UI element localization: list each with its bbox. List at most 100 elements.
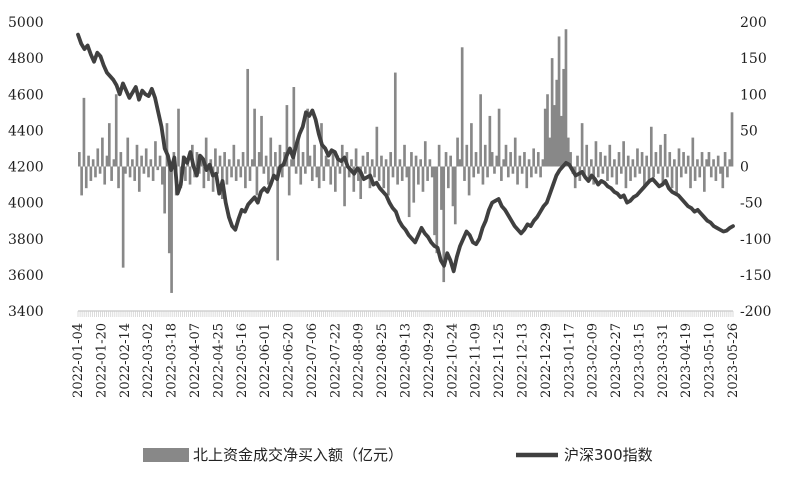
bar: [594, 141, 598, 167]
bar: [626, 155, 630, 167]
bar: [679, 166, 683, 178]
bar: [643, 166, 646, 189]
bar: [423, 141, 427, 167]
bar: [546, 94, 549, 167]
bar: [389, 152, 393, 167]
bar: [606, 166, 609, 181]
bar: [140, 155, 143, 167]
x-tick-label: 2022-12-13: [515, 323, 530, 398]
bar: [227, 159, 231, 167]
bar: [513, 137, 517, 167]
x-tick-label: 2022-12-29: [539, 323, 554, 398]
bar: [534, 166, 538, 174]
bar: [412, 166, 416, 203]
bar: [682, 152, 685, 167]
bar: [370, 159, 374, 167]
bar: [670, 166, 674, 189]
bar: [135, 144, 139, 167]
bar: [96, 148, 100, 167]
bar: [165, 123, 169, 167]
right-tick-label: 150: [740, 51, 767, 67]
bar: [728, 159, 732, 167]
bar: [297, 137, 300, 167]
bar: [184, 166, 187, 181]
bar: [474, 152, 478, 167]
bar: [652, 166, 655, 178]
bar: [447, 166, 450, 189]
bar: [532, 148, 536, 167]
bar: [276, 166, 280, 261]
bar: [472, 166, 476, 178]
bar: [239, 166, 243, 178]
bar: [156, 166, 160, 171]
bar: [414, 155, 418, 167]
bar: [721, 166, 725, 189]
bar: [410, 152, 413, 167]
bar: [719, 166, 722, 174]
bar: [550, 58, 554, 167]
bar: [287, 166, 291, 196]
bar: [202, 166, 206, 189]
bar: [398, 159, 402, 167]
bar: [516, 166, 519, 185]
bar: [663, 133, 667, 167]
bar: [649, 126, 653, 167]
x-tick-label: 2022-01-20: [94, 323, 109, 398]
bar: [241, 152, 245, 167]
bar: [280, 166, 284, 178]
bar: [262, 166, 266, 174]
bar: [518, 155, 522, 167]
x-tick-label: 2023-02-27: [609, 323, 624, 398]
bar: [481, 166, 485, 185]
bar: [668, 152, 672, 167]
bar: [78, 152, 81, 167]
bar: [707, 152, 711, 167]
bar: [131, 159, 134, 167]
bar: [366, 152, 369, 167]
bar: [504, 144, 508, 167]
x-tick-label: 2022-03-02: [141, 323, 156, 398]
bar: [107, 123, 111, 167]
bar: [396, 166, 399, 185]
bar: [723, 152, 727, 167]
bar: [675, 166, 678, 196]
left-tick-label: 4000: [8, 196, 44, 212]
bar: [453, 166, 457, 225]
bar: [299, 166, 303, 185]
bar: [82, 97, 86, 167]
bar: [405, 166, 409, 178]
x-tick-label: 2023-03-31: [656, 323, 671, 398]
bar: [216, 166, 220, 174]
bar: [560, 115, 563, 167]
left-tick-label: 4200: [8, 160, 44, 176]
bar: [421, 166, 425, 192]
bar: [714, 166, 718, 181]
right-tick-label: 200: [740, 15, 767, 31]
bar: [442, 166, 446, 283]
bar: [244, 166, 247, 189]
x-tick-labels: 2022-01-04 2022-01-20 2022-02-14 2022-03-02…: [71, 323, 741, 398]
x-tick-label: 2022-10-24: [445, 323, 460, 398]
bar: [80, 166, 83, 196]
bar: [525, 166, 529, 189]
bar: [382, 166, 386, 189]
bar: [144, 148, 148, 167]
bar: [237, 159, 240, 167]
bar: [619, 166, 623, 174]
bar: [121, 166, 125, 268]
bar: [684, 166, 688, 174]
bar: [126, 137, 130, 167]
legend-label-bar: 北上资金成交净买入额（亿元）: [193, 446, 403, 464]
bar: [170, 166, 173, 293]
legend-swatch-bar: [143, 448, 189, 462]
bar: [696, 159, 699, 167]
bar: [654, 152, 658, 167]
x-tick-label: 2022-08-25: [375, 323, 390, 398]
bar: [705, 159, 708, 167]
x-tick-label: 2023-05-10: [703, 323, 718, 398]
x-tick-label: 2022-08-09: [352, 323, 367, 398]
bar: [151, 166, 155, 181]
bar: [117, 166, 120, 189]
x-tick-label: 2022-09-29: [422, 323, 437, 398]
